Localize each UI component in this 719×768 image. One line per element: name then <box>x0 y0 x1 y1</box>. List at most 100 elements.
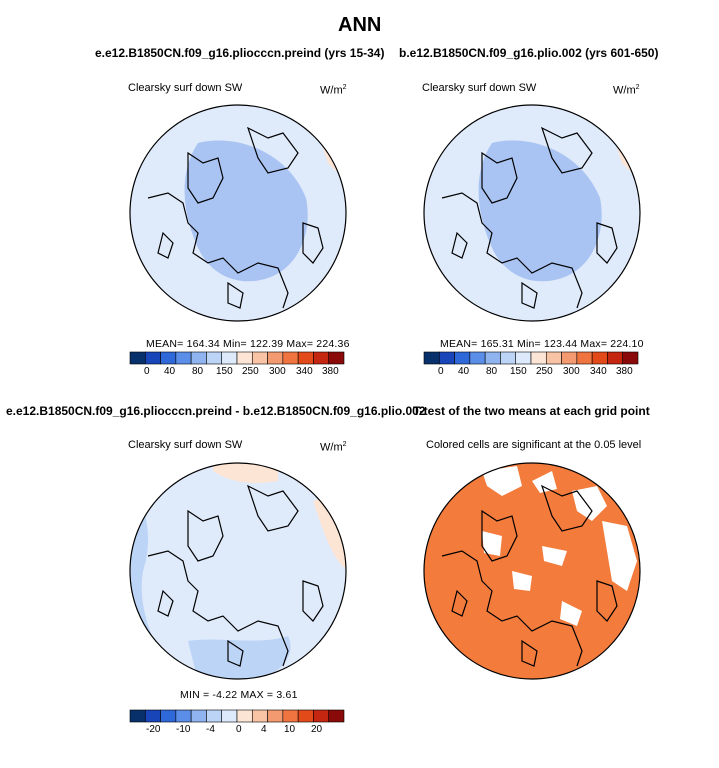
panel-2-tick-3: 150 <box>510 366 527 377</box>
panel-1-colorbar <box>129 351 345 365</box>
panel-3-colorbar-cell-10 <box>282 709 299 723</box>
page-title: ANN <box>338 14 382 36</box>
panel-1-stats: MEAN= 164.34 Min= 122.39 Max= 224.36 <box>146 338 350 350</box>
panel-2-colorbar-cell-4 <box>484 351 501 365</box>
panel-3-colorbar-cell-4 <box>190 709 207 723</box>
panel-1-colorbar-cell-2 <box>160 351 177 365</box>
panel-2-coastlines <box>441 126 618 309</box>
panel-1-colorbar-cell-10 <box>282 351 299 365</box>
panel-1-colorbar-cell-7 <box>236 351 253 365</box>
panel-3-colorbar-cell-3 <box>175 709 192 723</box>
panel-2-colorbar-cell-8 <box>545 351 562 365</box>
panel-3-tick-2: -4 <box>206 724 215 735</box>
panel-1-colorbar-cell-6 <box>221 351 238 365</box>
panel-1-colorbar-cells <box>129 351 345 365</box>
panel-2-colorbar-cell-2 <box>454 351 471 365</box>
panel-2-colorbar-cell-1 <box>438 351 455 365</box>
panel-2-colorbar-cell-12 <box>607 351 624 365</box>
panel-2-title: b.e12.B1850CN.f09_g16.plio.002 (yrs 601-… <box>399 46 659 60</box>
panel-3-colorbar-cell-6 <box>221 709 238 723</box>
panel-3-colorbar-cells <box>129 709 345 723</box>
panel-1-tick-5: 300 <box>269 366 286 377</box>
panel-3-negative-region-south <box>188 636 291 679</box>
panel-1-colorbar-cell-4 <box>190 351 207 365</box>
panel-3-colorbar-cell-2 <box>160 709 177 723</box>
panel-3-colorbar <box>129 709 345 723</box>
panel-1-colorbar-cell-5 <box>206 351 223 365</box>
panel-4-nonsig-patch-8 <box>560 601 582 626</box>
panel-1-variable-label: Clearsky surf down SW <box>128 82 243 94</box>
panel-1-map-border <box>129 104 347 322</box>
panel-3-tick-4: 4 <box>261 724 267 735</box>
panel-2-tick-6: 340 <box>590 366 607 377</box>
panel-4-nonsig-patch-1 <box>482 466 522 496</box>
panel-1-colorbar-cell-11 <box>297 351 314 365</box>
panel-3-positive-region-north <box>213 463 278 483</box>
panel-3-variable-label: Clearsky surf down SW <box>128 439 243 451</box>
panel-1-colorbar-cell-3 <box>175 351 192 365</box>
panel-3-colorbar-cell-1 <box>144 709 161 723</box>
panel-3-coastlines <box>147 484 324 667</box>
panel-1-coastlines <box>147 126 324 309</box>
panel-2-colorbar-cells <box>423 351 639 365</box>
panel-3-colorbar-cell-9 <box>267 709 284 723</box>
panel-2-colorbar-cell-9 <box>561 351 578 365</box>
panel-4-note: Colored cells are significant at the 0.0… <box>426 439 642 451</box>
panel-4-nonsig-patch-7 <box>542 546 567 566</box>
panel-3-colorbar-cell-5 <box>206 709 223 723</box>
panel-2-tick-0: 0 <box>438 366 444 377</box>
panel-2-tick-5: 300 <box>563 366 580 377</box>
panel-1-colorbar-cell-8 <box>251 351 268 365</box>
panel-3-tick-6: 20 <box>311 724 323 735</box>
panel-3-tick-1: -10 <box>176 724 191 735</box>
panel-2-stats: MEAN= 165.31 Min= 123.44 Max= 224.10 <box>440 338 644 350</box>
panel-1-tick-1: 40 <box>164 366 176 377</box>
panel-1-polar-map <box>129 104 347 322</box>
panel-2-colorbar-cell-11 <box>591 351 608 365</box>
panel-2-variable-label: Clearsky surf down SW <box>422 82 537 94</box>
panel-4-map-border <box>423 462 641 680</box>
panel-1-tick-6: 340 <box>296 366 313 377</box>
panel-1-colorbar-cell-1 <box>144 351 161 365</box>
panel-3-polar-map <box>129 462 347 680</box>
panel-1-tick-7: 380 <box>322 366 339 377</box>
panel-1-colorbar-cell-0 <box>129 351 146 365</box>
panel-4-nonsig-patch-4 <box>602 521 637 591</box>
panel-3-tick-5: 10 <box>284 724 296 735</box>
panel-1-tick-0: 0 <box>144 366 150 377</box>
panel-1-title: e.e12.B1850CN.f09_g16.pliocccn.preind (y… <box>95 46 385 60</box>
panel-1-tick-4: 250 <box>242 366 259 377</box>
panel-1-tick-3: 150 <box>216 366 233 377</box>
panel-2-cool-region <box>478 140 602 282</box>
panel-1-cool-region <box>184 140 308 282</box>
panel-3-colorbar-cell-11 <box>297 709 314 723</box>
panel-4-coastlines <box>441 484 618 667</box>
panel-2-polar-map <box>423 104 641 322</box>
panel-3-colorbar-cell-0 <box>129 709 146 723</box>
panel-4-nonsig-patch-6 <box>512 571 532 591</box>
panel-2-tick-1: 40 <box>458 366 470 377</box>
panel-2-colorbar-cell-0 <box>423 351 440 365</box>
panel-3-colorbar-cell-12 <box>313 709 330 723</box>
panel-3-units: W/m2 <box>320 441 347 454</box>
panel-4-polar-map <box>423 462 641 680</box>
panel-3-tick-0: -20 <box>146 724 161 735</box>
panel-2-tick-4: 250 <box>536 366 553 377</box>
panel-3-colorbar-cell-7 <box>236 709 253 723</box>
panel-2-tick-7: 380 <box>616 366 633 377</box>
panel-2-colorbar-cell-13 <box>622 351 639 365</box>
panel-2-colorbar-cell-6 <box>515 351 532 365</box>
panel-3-colorbar-cell-8 <box>251 709 268 723</box>
panel-1-tick-2: 80 <box>192 366 204 377</box>
panel-1-colorbar-cell-9 <box>267 351 284 365</box>
panel-4-title: T-test of the two means at each grid poi… <box>413 404 650 418</box>
panel-2-colorbar <box>423 351 639 365</box>
panel-4-nonsig-patch-2 <box>532 471 557 493</box>
panel-2-colorbar-cell-7 <box>530 351 547 365</box>
panel-3-stats: MIN = -4.22 MAX = 3.61 <box>180 689 298 701</box>
panel-2-units: W/m2 <box>613 84 640 97</box>
panel-2-tick-2: 80 <box>486 366 498 377</box>
panel-4-nonsig-patch-3 <box>572 486 607 521</box>
panel-4-nonsig-patch-5 <box>482 531 502 556</box>
panel-1-colorbar-cell-12 <box>313 351 330 365</box>
